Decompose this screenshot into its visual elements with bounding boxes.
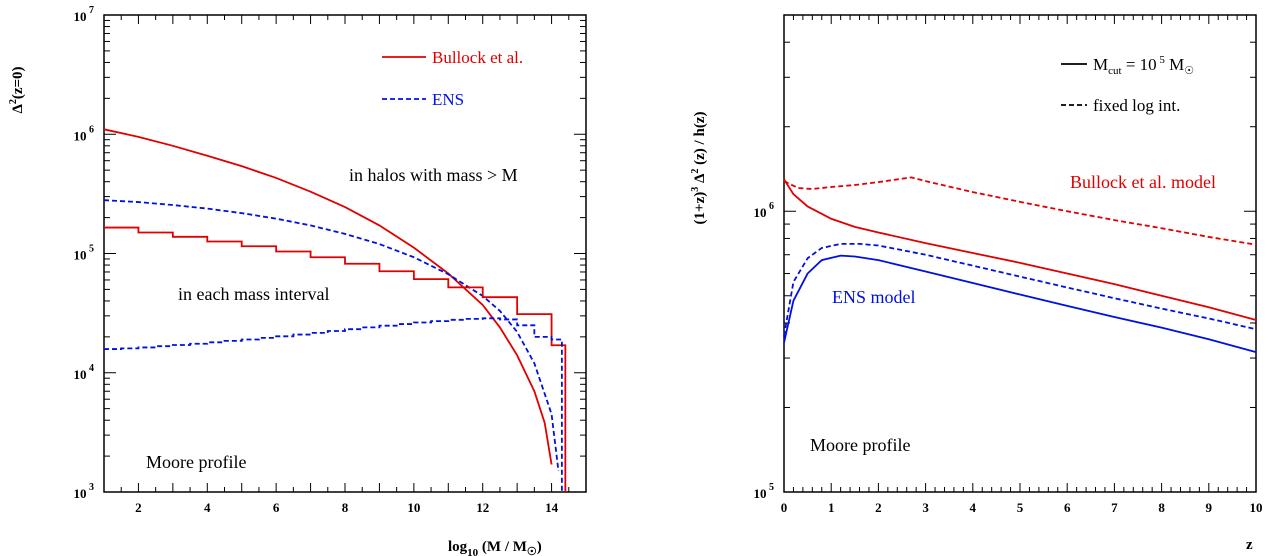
left-y-tick-label: 10 5 [74,244,95,263]
right-x-tick-label: 5 [1017,500,1024,515]
left-plot-frame [103,14,587,493]
left-series-0-line [103,128,553,465]
right-x-tick-label: 2 [875,500,882,515]
right-x-tick-label: 0 [781,500,788,515]
right-y-tick-label: 10 6 [754,201,775,220]
right-series-0-line [783,178,1257,321]
left-x-tick-label: 8 [342,500,349,515]
left-panel: 2 4 6 8 10 12 14 10 3 10 4 10 5 10 6 10 7 Δ2(z=0) l… [8,5,587,556]
left-x-axis-label: log10 (M / M☉) [448,539,542,556]
right-series-2-line [783,254,1257,353]
left-x-tick-label: 12 [476,500,489,515]
annotation-moore-profile-left: Moore profile [146,452,246,472]
left-x-tick-label: 4 [204,500,211,515]
left-y-tick-label: 10 7 [74,5,95,24]
right-x-tick-label: 8 [1158,500,1165,515]
legend-label-fixed-log: fixed log int. [1093,96,1180,115]
left-series-1-line [103,199,560,472]
right-panel: 0 1 2 3 4 5 6 7 8 9 10 10 5 10 6 (1+z)3 Δ2 (z) / h(z… [690,14,1263,553]
right-plot-frame [783,14,1257,493]
left-y-axis-label: Δ2(z=0) [8,66,26,113]
right-x-tick-label: 7 [1111,500,1118,515]
right-y-axis-label: (1+z)3 Δ2 (z) / h(z) [690,112,708,225]
left-y-tick-label: 10 3 [74,482,95,501]
legend-label-mcut: Mcut = 10 5 M☉ [1093,54,1194,77]
right-x-tick-label: 6 [1064,500,1071,515]
left-series-2-line [104,226,567,492]
right-series-1-line [783,176,1257,246]
left-series-3-line [104,317,563,492]
right-x-tick-label: 3 [922,500,929,515]
right-x-tick-label: 4 [970,500,977,515]
annotation-halos-mass: in halos with mass > M [349,165,518,185]
left-x-tick-label: 2 [135,500,142,515]
right-y-tick-label: 10 5 [754,482,775,501]
annotation-moore-profile-right: Moore profile [810,435,910,455]
left-y-tick-label: 10 6 [74,124,95,143]
right-x-tick-label: 9 [1206,500,1213,515]
annotation-bullock-model: Bullock et al. model [1070,172,1216,192]
annotation-mass-interval: in each mass interval [178,284,329,304]
left-y-tick-label: 10 4 [74,363,95,382]
right-legend: Mcut = 10 5 M☉ fixed log int. [1061,54,1194,115]
left-x-tick-label: 14 [545,500,559,515]
left-x-tick-label: 10 [407,500,420,515]
left-x-tick-label: 6 [273,500,280,515]
left-legend: Bullock et al. ENS [382,48,523,109]
right-x-tick-label: 1 [828,500,835,515]
legend-label-bullock: Bullock et al. [432,48,523,67]
legend-label-ens: ENS [432,90,464,109]
annotation-ens-model: ENS model [832,287,916,307]
right-series-3-line [783,243,1257,336]
right-x-tick-label: 10 [1250,500,1263,515]
right-x-axis-label: z [1246,537,1253,553]
